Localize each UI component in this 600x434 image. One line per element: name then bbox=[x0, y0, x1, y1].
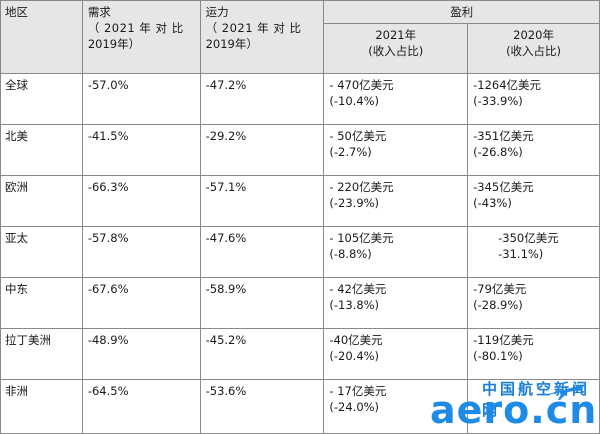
cell-profit-2021: - 470亿美元 (-10.4%) bbox=[323, 73, 469, 125]
watermark-en-text: aero.cn bbox=[430, 388, 598, 432]
table-row: 亚太 -57.8% -47.6% - 105亿美元 (-8.8%) -350亿美… bbox=[0, 226, 600, 278]
profit-2021-pct: (-8.8%) bbox=[329, 247, 372, 261]
profit-2021-pct: (-2.7%) bbox=[329, 145, 372, 159]
profit-2021-value: - 50亿美元 bbox=[329, 129, 387, 143]
cell-demand: -57.8% bbox=[81, 226, 201, 278]
profit-2021-pct: (-13.8%) bbox=[329, 298, 380, 312]
header-capacity: 运力 （ 2021 年 对 比 2019年） bbox=[199, 0, 325, 74]
header-capacity-sub2: 2019年） bbox=[205, 37, 258, 51]
cell-profit-2020: -350亿美元 -31.1%) bbox=[467, 226, 600, 278]
profit-2021-pct: (-10.4%) bbox=[329, 94, 380, 108]
cell-capacity: -45.2% bbox=[199, 328, 325, 380]
aero-cn-watermark: 中国航空新闻网 aero.cn bbox=[424, 376, 596, 432]
profit-2021-value: - 470亿美元 bbox=[329, 78, 394, 92]
profit-2021-pct: (-20.4%) bbox=[329, 349, 380, 363]
cell-profit-2020: -351亿美元 (-26.8%) bbox=[467, 124, 600, 176]
profit-2020-pct: (-26.8%) bbox=[473, 145, 523, 159]
cell-demand: -67.6% bbox=[81, 277, 201, 329]
cell-region: 拉丁美洲 bbox=[0, 328, 83, 380]
header-2021-title: 2021年 bbox=[375, 28, 417, 42]
cell-region: 欧洲 bbox=[0, 175, 83, 227]
table-row: 欧洲 -66.3% -57.1% - 220亿美元 (-23.9%) -345亿… bbox=[0, 175, 600, 227]
cell-profit-2021: - 17亿美元 (-24.0%) bbox=[323, 379, 469, 434]
profit-2021-value: - 105亿美元 bbox=[329, 231, 394, 245]
plane-icon bbox=[548, 384, 586, 400]
cell-region: 北美 bbox=[0, 124, 83, 176]
profit-2020-pct: (-33.9%) bbox=[473, 94, 523, 108]
cell-profit-2020: -1264亿美元 (-33.9%) bbox=[467, 73, 600, 125]
profit-2020-value: -119亿美元 bbox=[473, 333, 534, 347]
header-2020: 2020年 (收入占比) bbox=[467, 23, 600, 74]
profit-2020-value: -350亿美元 bbox=[498, 231, 559, 245]
header-2020-sub: (收入占比) bbox=[506, 44, 562, 58]
header-2021-sub: (收入占比) bbox=[368, 44, 424, 58]
cell-region: 中东 bbox=[0, 277, 83, 329]
profit-2021-pct: (-23.9%) bbox=[329, 196, 380, 210]
cell-demand: -48.9% bbox=[81, 328, 201, 380]
cell-profit-2021: - 105亿美元 (-8.8%) bbox=[323, 226, 469, 278]
table-row: 北美 -41.5% -29.2% - 50亿美元 (-2.7%) -351亿美元… bbox=[0, 124, 600, 176]
cell-region: 全球 bbox=[0, 73, 83, 125]
cell-profit-2021: -40亿美元 (-20.4%) bbox=[323, 328, 469, 380]
header-demand: 需求 （ 2021 年 对 比 2019年） bbox=[81, 0, 201, 74]
cell-profit-2021: - 50亿美元 (-2.7%) bbox=[323, 124, 469, 176]
header-2021: 2021年 (收入占比) bbox=[323, 23, 469, 74]
cell-profit-2021: - 42亿美元 (-13.8%) bbox=[323, 277, 469, 329]
table-row: 中东 -67.6% -58.9% - 42亿美元 (-13.8%) -79亿美元… bbox=[0, 277, 600, 329]
cell-profit-2021: - 220亿美元 (-23.9%) bbox=[323, 175, 469, 227]
header-2020-title: 2020年 bbox=[513, 28, 554, 42]
profit-2020-value: -351亿美元 bbox=[473, 129, 534, 143]
cell-capacity: -47.6% bbox=[199, 226, 325, 278]
header-profit: 盈利 bbox=[323, 0, 600, 24]
table-row: 非洲 -64.5% -53.6% - 17亿美元 (-24.0%) bbox=[0, 379, 600, 434]
profit-2020-pct: (-80.1%) bbox=[473, 349, 523, 363]
header-demand-sub1: （ 2021 年 对 比 bbox=[87, 21, 184, 35]
profit-2020-pct: (-28.9%) bbox=[473, 298, 523, 312]
header-region: 地区 bbox=[0, 0, 83, 74]
cell-profit-2020: -119亿美元 (-80.1%) bbox=[467, 328, 600, 380]
profit-2020-pct: -31.1%) bbox=[498, 247, 544, 261]
cell-demand: -66.3% bbox=[81, 175, 201, 227]
cell-capacity: -47.2% bbox=[199, 73, 325, 125]
cell-capacity: -53.6% bbox=[199, 379, 325, 434]
cell-region: 亚太 bbox=[0, 226, 83, 278]
profit-2020-value: -345亿美元 bbox=[473, 180, 534, 194]
table-row: 全球 -57.0% -47.2% - 470亿美元 (-10.4%) -1264… bbox=[0, 73, 600, 125]
cell-profit-2020: -79亿美元 (-28.9%) bbox=[467, 277, 600, 329]
header-demand-sub2: 2019年） bbox=[87, 37, 141, 51]
profit-2020-value: -79亿美元 bbox=[473, 282, 527, 296]
header-capacity-title: 运力 bbox=[205, 5, 229, 19]
cell-region: 非洲 bbox=[0, 379, 83, 434]
profit-2021-value: - 17亿美元 bbox=[329, 384, 387, 398]
profit-2020-value: -1264亿美元 bbox=[473, 78, 542, 92]
cell-profit-2020: -345亿美元 (-43%) bbox=[467, 175, 600, 227]
watermark-cn-text: 中国航空新闻网 bbox=[482, 380, 591, 419]
cell-demand: -64.5% bbox=[81, 379, 201, 434]
profit-2021-value: - 42亿美元 bbox=[329, 282, 387, 296]
profit-2021-pct: (-24.0%) bbox=[329, 400, 380, 414]
header-capacity-sub1: （ 2021 年 对 比 bbox=[205, 21, 302, 35]
cell-capacity: -29.2% bbox=[199, 124, 325, 176]
cell-capacity: -58.9% bbox=[199, 277, 325, 329]
cell-capacity: -57.1% bbox=[199, 175, 325, 227]
profit-2020-pct: (-43%) bbox=[473, 196, 512, 210]
profit-2021-value: - 220亿美元 bbox=[329, 180, 394, 194]
table-row: 拉丁美洲 -48.9% -45.2% -40亿美元 (-20.4%) -119亿… bbox=[0, 328, 600, 380]
cell-demand: -41.5% bbox=[81, 124, 201, 176]
profit-2021-value: -40亿美元 bbox=[329, 333, 383, 347]
header-demand-title: 需求 bbox=[87, 5, 111, 19]
cell-demand: -57.0% bbox=[81, 73, 201, 125]
